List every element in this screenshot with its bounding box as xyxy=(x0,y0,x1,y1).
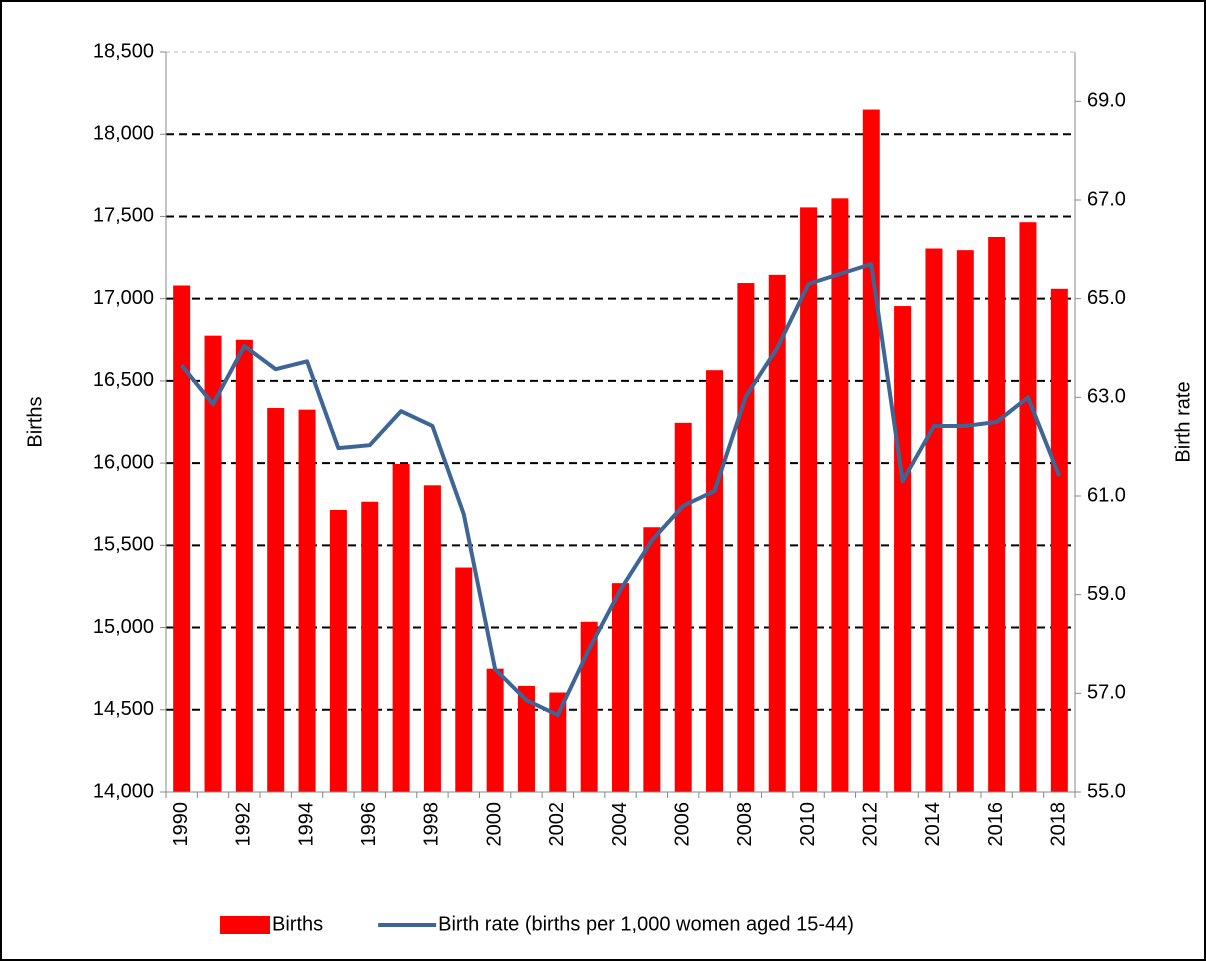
bar xyxy=(988,237,1006,792)
bar xyxy=(235,339,253,792)
x-tick-label: 1992 xyxy=(233,802,255,847)
bar xyxy=(768,274,786,792)
bar xyxy=(674,422,692,792)
bar xyxy=(706,370,724,792)
y-tick-label: 18,000 xyxy=(93,123,154,145)
bar xyxy=(298,409,316,792)
x-tick-label: 1996 xyxy=(358,802,380,847)
bar xyxy=(737,283,755,792)
bar xyxy=(549,692,567,792)
x-tick-label: 2006 xyxy=(671,802,693,847)
bar xyxy=(580,621,598,792)
bar xyxy=(423,485,441,792)
bar xyxy=(1050,288,1068,792)
y-tick-label: 17,000 xyxy=(93,287,154,309)
bar xyxy=(643,527,661,792)
x-tick-label: 2000 xyxy=(483,802,505,847)
y2-tick-label: 69.0 xyxy=(1087,90,1126,112)
y-tick-label: 16,000 xyxy=(93,451,154,473)
bar xyxy=(1019,222,1037,792)
bar xyxy=(956,250,974,793)
x-tick-label: 2014 xyxy=(922,802,944,847)
y2-tick-label: 59.0 xyxy=(1087,583,1126,605)
line xyxy=(180,262,1062,718)
bar xyxy=(361,501,379,792)
y2-tick-label: 55.0 xyxy=(1087,780,1126,802)
y2-tick-label: 57.0 xyxy=(1087,682,1126,704)
y2-tick-label: 65.0 xyxy=(1087,287,1126,309)
y2-tick-label: 67.0 xyxy=(1087,188,1126,210)
y-tick-label: 16,500 xyxy=(93,369,154,391)
x-tick-label: 2008 xyxy=(734,802,756,847)
bar xyxy=(329,509,347,792)
bar xyxy=(800,207,818,792)
y-tick-label: 14,000 xyxy=(93,780,154,802)
x-tick-label: 1998 xyxy=(421,802,443,847)
x-tick-label: 2018 xyxy=(1048,802,1070,847)
bar xyxy=(925,248,943,792)
y-tick-label: 18,500 xyxy=(93,40,154,62)
x-tick-label: 1990 xyxy=(170,802,192,847)
y-tick-label: 15,000 xyxy=(93,616,154,638)
bar xyxy=(267,408,285,792)
y-axis-label: Births xyxy=(24,396,46,447)
legend-label: Births xyxy=(272,913,323,935)
bar xyxy=(831,198,849,792)
x-tick-label: 2016 xyxy=(985,802,1007,847)
bar xyxy=(517,685,535,792)
x-tick-label: 2012 xyxy=(860,802,882,847)
y2-axis-label: Birth rate xyxy=(1172,381,1194,462)
legend-swatch xyxy=(220,916,270,934)
y-tick-label: 17,500 xyxy=(93,205,154,227)
legend-label: Birth rate (births per 1,000 women aged … xyxy=(438,913,854,935)
bar xyxy=(392,463,410,792)
x-tick-label: 2010 xyxy=(797,802,819,847)
bar xyxy=(894,306,912,792)
bar xyxy=(612,583,629,792)
bar xyxy=(173,285,191,792)
bar xyxy=(455,567,473,792)
y-tick-label: 14,500 xyxy=(93,698,154,720)
y2-tick-label: 61.0 xyxy=(1087,484,1126,506)
y-tick-label: 15,500 xyxy=(93,534,154,556)
bar xyxy=(204,335,222,792)
bar xyxy=(486,668,504,792)
bar xyxy=(862,109,880,793)
y2-tick-label: 63.0 xyxy=(1087,386,1126,408)
x-tick-label: 1994 xyxy=(295,802,317,847)
x-tick-label: 2004 xyxy=(609,802,631,847)
x-tick-label: 2002 xyxy=(546,802,568,847)
